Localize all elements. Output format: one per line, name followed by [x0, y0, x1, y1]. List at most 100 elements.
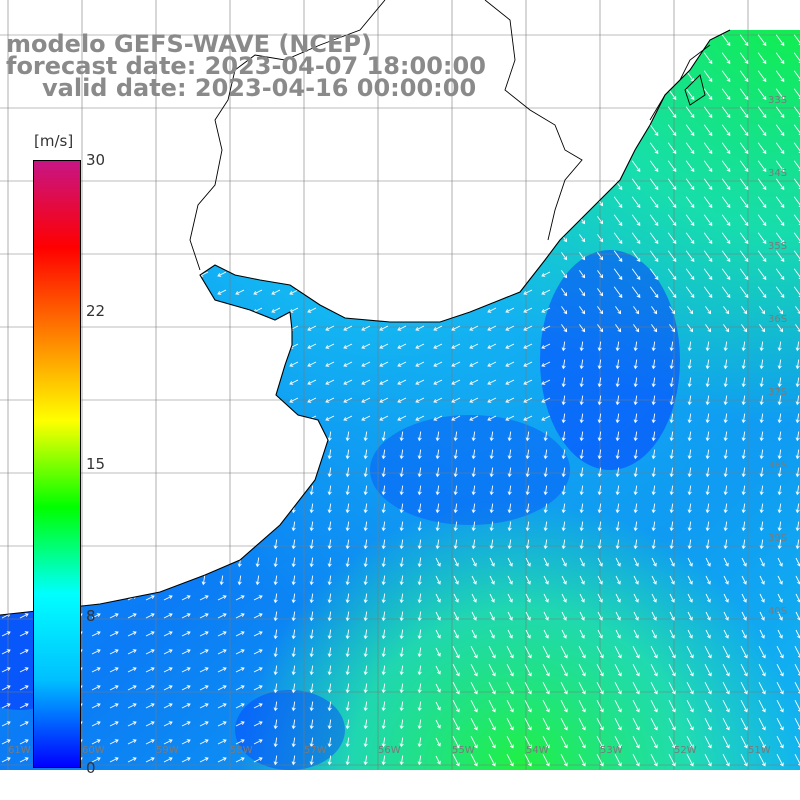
wind-arrow — [327, 575, 332, 586]
wind-arrow — [417, 665, 422, 676]
wind-arrow — [615, 557, 621, 567]
wind-arrow — [471, 557, 477, 567]
wind-arrow — [489, 539, 494, 550]
wind-arrow — [327, 593, 332, 604]
wind-arrow — [561, 270, 568, 279]
wind-arrow — [561, 629, 567, 639]
wind-arrow — [397, 397, 407, 403]
wind-arrow — [309, 557, 314, 568]
wind-arrow — [273, 557, 278, 568]
wind-arrow — [163, 685, 173, 691]
wind-arrow — [379, 397, 389, 403]
wind-arrow — [649, 142, 659, 154]
wind-arrow — [471, 593, 477, 603]
wind-arrow — [435, 629, 441, 639]
wind-arrow — [722, 735, 730, 749]
wind-arrow — [253, 685, 263, 691]
wind-arrow — [543, 449, 548, 460]
wind-arrow — [723, 449, 728, 460]
wind-arrow — [650, 663, 658, 677]
wind-arrow — [451, 361, 461, 367]
wind-arrow — [327, 719, 332, 730]
wind-arrow — [561, 234, 568, 243]
wind-arrow — [615, 629, 621, 639]
wind-arrow — [795, 449, 800, 460]
wind-arrow — [397, 361, 407, 367]
wind-arrow — [722, 699, 730, 713]
wind-arrow — [309, 539, 314, 550]
wind-arrow — [127, 703, 137, 709]
wind-arrow — [505, 325, 515, 331]
wind-arrow — [399, 611, 404, 622]
wind-arrow — [597, 557, 603, 567]
wind-arrow — [777, 611, 783, 621]
wind-arrow — [145, 631, 155, 637]
wind-arrow — [309, 611, 314, 622]
wind-arrow — [579, 593, 585, 603]
wind-arrow — [579, 575, 585, 585]
wind-arrow — [345, 611, 350, 622]
wind-arrow — [507, 503, 512, 514]
wind-arrow — [795, 503, 800, 514]
wind-arrow — [309, 521, 314, 532]
wind-arrow — [291, 557, 296, 568]
wind-arrow — [685, 250, 695, 262]
wind-arrow — [506, 717, 514, 731]
wind-arrow — [758, 735, 766, 749]
wind-arrow — [615, 521, 620, 532]
wind-arrow — [181, 703, 191, 709]
wind-arrow — [669, 503, 674, 514]
wind-arrow — [651, 359, 656, 370]
wind-arrow — [759, 503, 764, 514]
wind-arrow — [757, 70, 767, 82]
wind-arrow — [399, 683, 404, 694]
wind-arrow — [759, 377, 764, 388]
wind-arrow — [379, 361, 389, 367]
wind-arrow — [651, 629, 657, 639]
wind-arrow — [561, 503, 566, 514]
wind-arrow — [615, 324, 622, 333]
wind-arrow — [685, 124, 695, 136]
wind-arrow — [453, 449, 458, 460]
wind-arrow — [705, 467, 710, 478]
wind-arrow — [181, 613, 191, 619]
wind-arrow — [345, 467, 350, 478]
wind-arrow — [309, 629, 314, 640]
wind-arrow — [757, 268, 767, 280]
wind-arrow — [435, 467, 440, 478]
wind-arrow — [235, 667, 245, 673]
wind-arrow — [381, 611, 386, 622]
wind-arrow — [687, 341, 692, 352]
wind-arrow — [615, 377, 620, 388]
wind-arrow — [633, 413, 638, 424]
wind-arrow — [291, 755, 296, 766]
wind-arrow — [489, 449, 494, 460]
wind-arrow — [777, 539, 782, 550]
wind-arrow — [453, 485, 458, 496]
wind-arrow — [435, 611, 441, 621]
wind-arrow — [363, 485, 368, 496]
wind-arrow — [253, 757, 263, 763]
wind-arrow — [19, 721, 29, 727]
wind-arrow — [217, 595, 227, 601]
wind-arrow — [596, 681, 604, 695]
wind-arrow — [363, 683, 368, 694]
wind-arrow — [417, 701, 422, 712]
wind-arrow — [578, 735, 586, 749]
wind-arrow — [199, 595, 209, 601]
wind-arrow — [651, 593, 657, 603]
wind-arrow — [435, 557, 441, 567]
wind-arrow — [543, 539, 548, 550]
wind-arrow — [632, 717, 640, 731]
wind-arrow — [703, 268, 713, 280]
wind-arrow — [523, 379, 533, 385]
wind-arrow — [417, 629, 422, 640]
wind-arrow — [561, 377, 566, 388]
wind-arrow — [687, 324, 694, 333]
wind-arrow — [327, 503, 332, 514]
wind-arrow — [235, 739, 245, 745]
wind-arrow — [541, 325, 551, 331]
wind-arrow — [415, 361, 425, 367]
wind-arrow — [470, 681, 478, 695]
wind-arrow — [487, 379, 497, 385]
